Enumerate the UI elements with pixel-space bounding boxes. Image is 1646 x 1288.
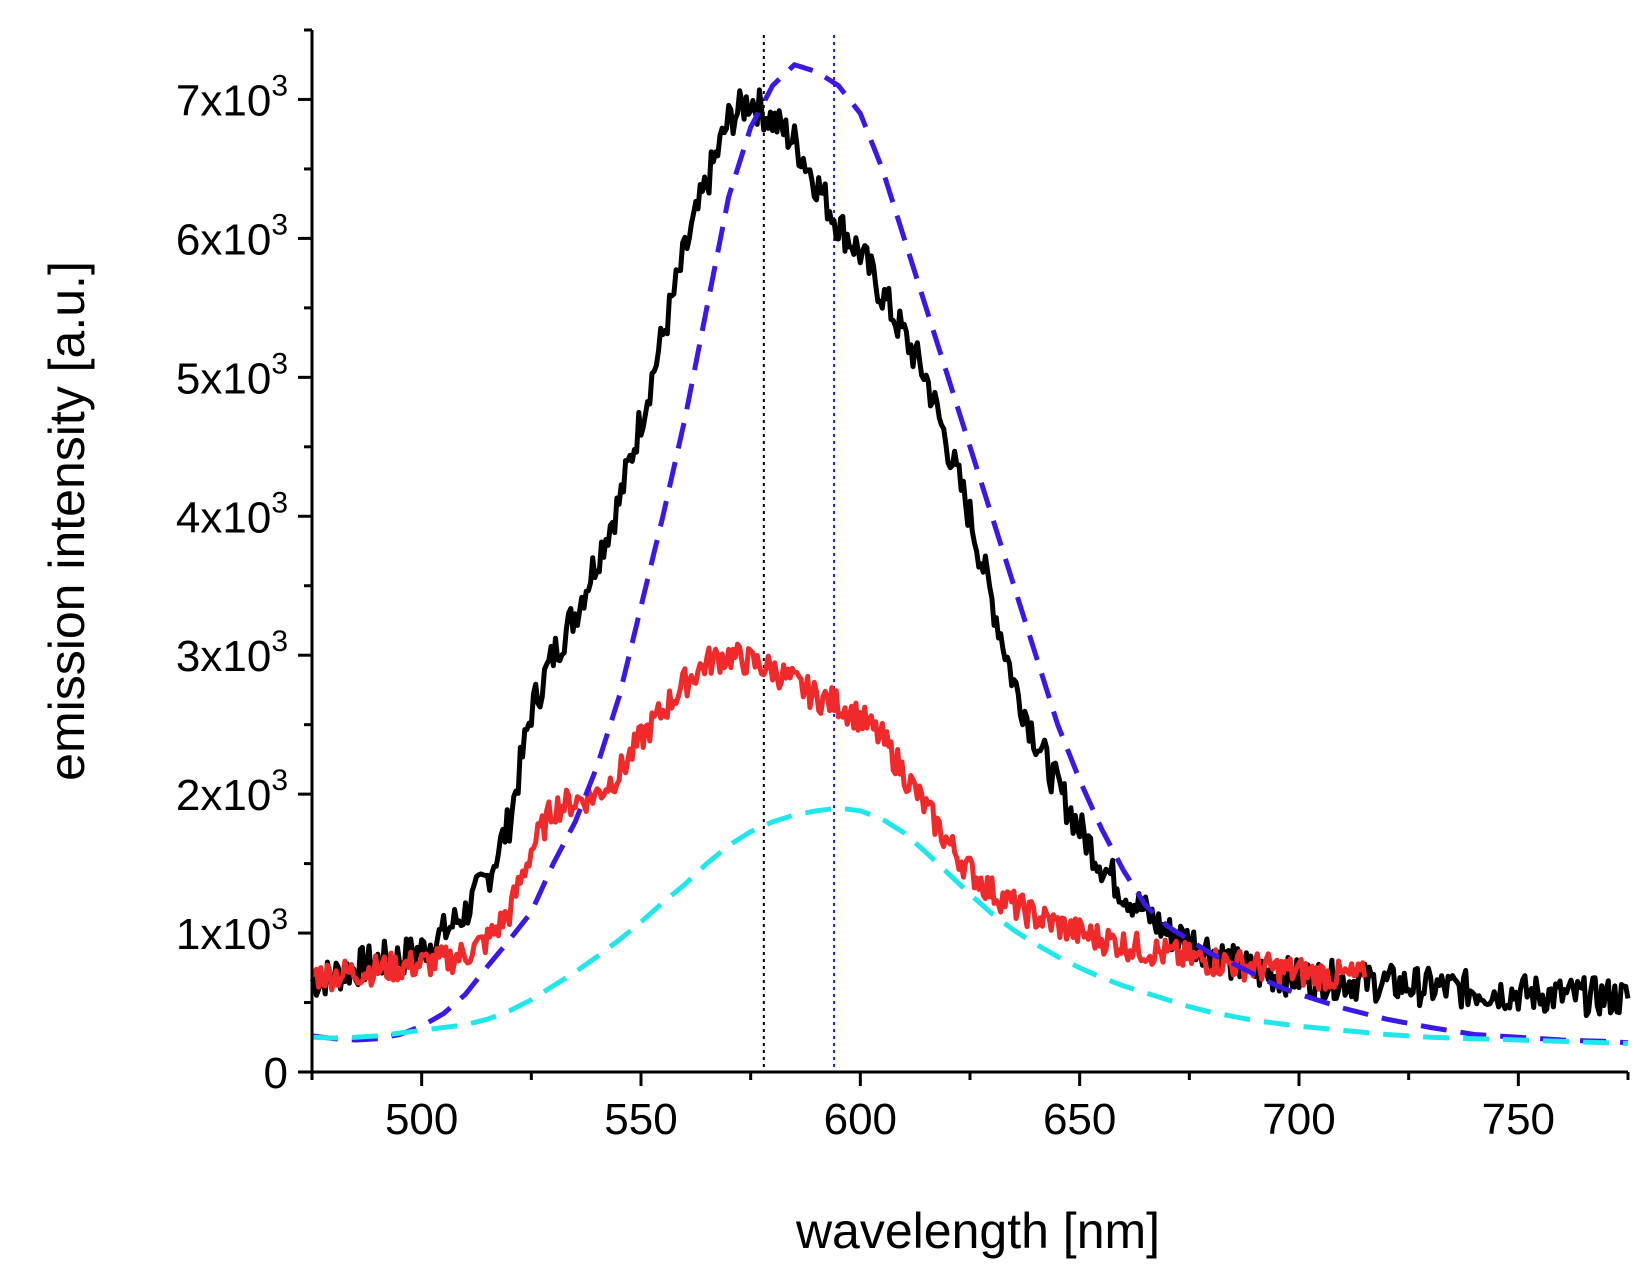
x-tick-label: 500 [385, 1095, 458, 1144]
series-layer [309, 62, 1631, 1046]
y-tick-label: 2x103 [176, 764, 288, 820]
series-blue-dashed-line [311, 62, 1629, 1046]
x-tick-label: 550 [604, 1095, 677, 1144]
x-tick-label: 650 [1043, 1095, 1116, 1144]
x-axis-title: wavelength [nm] [795, 1203, 1160, 1259]
series-red-line [310, 641, 1368, 993]
y-axis-title: emission intensity [a.u.] [39, 261, 95, 781]
y-tick-label: 1x103 [176, 903, 288, 959]
reference-lines [762, 35, 836, 1072]
series-cyan-dashed-line [311, 805, 1629, 1046]
x-tick-label: 750 [1482, 1095, 1555, 1144]
y-tick-label: 0 [264, 1049, 288, 1098]
series-black-line [309, 87, 1631, 1019]
x-tick-label: 700 [1262, 1095, 1335, 1144]
y-tick-label: 5x103 [176, 347, 288, 403]
y-tick-label: 3x103 [176, 625, 288, 681]
y-tick-label: 7x103 [176, 69, 288, 125]
x-tick-label: 600 [824, 1095, 897, 1144]
y-tick-label: 4x103 [176, 486, 288, 542]
ticks: 500 550 600 650 700 750 0 1x103 2x103 3x103 4x103 5… [176, 28, 1630, 1144]
y-tick-label: 6x103 [176, 208, 288, 264]
